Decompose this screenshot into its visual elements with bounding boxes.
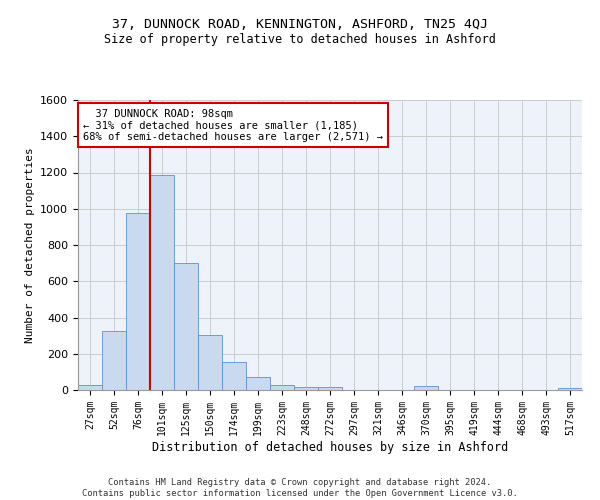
Bar bbox=[222, 362, 246, 390]
Bar bbox=[414, 386, 438, 390]
Bar bbox=[294, 388, 318, 390]
Bar bbox=[246, 378, 270, 390]
Bar bbox=[150, 175, 174, 390]
Y-axis label: Number of detached properties: Number of detached properties bbox=[25, 147, 35, 343]
Bar bbox=[102, 331, 126, 390]
Bar bbox=[126, 214, 150, 390]
Bar bbox=[174, 263, 198, 390]
Bar bbox=[318, 388, 342, 390]
Text: 37, DUNNOCK ROAD, KENNINGTON, ASHFORD, TN25 4QJ: 37, DUNNOCK ROAD, KENNINGTON, ASHFORD, T… bbox=[112, 18, 488, 30]
Bar bbox=[558, 388, 582, 390]
Bar bbox=[270, 386, 294, 390]
X-axis label: Distribution of detached houses by size in Ashford: Distribution of detached houses by size … bbox=[152, 440, 508, 454]
Bar bbox=[78, 386, 102, 390]
Text: Contains HM Land Registry data © Crown copyright and database right 2024.
Contai: Contains HM Land Registry data © Crown c… bbox=[82, 478, 518, 498]
Text: Size of property relative to detached houses in Ashford: Size of property relative to detached ho… bbox=[104, 32, 496, 46]
Bar bbox=[198, 334, 222, 390]
Text: 37 DUNNOCK ROAD: 98sqm  
← 31% of detached houses are smaller (1,185)
68% of sem: 37 DUNNOCK ROAD: 98sqm ← 31% of detached… bbox=[83, 108, 383, 142]
